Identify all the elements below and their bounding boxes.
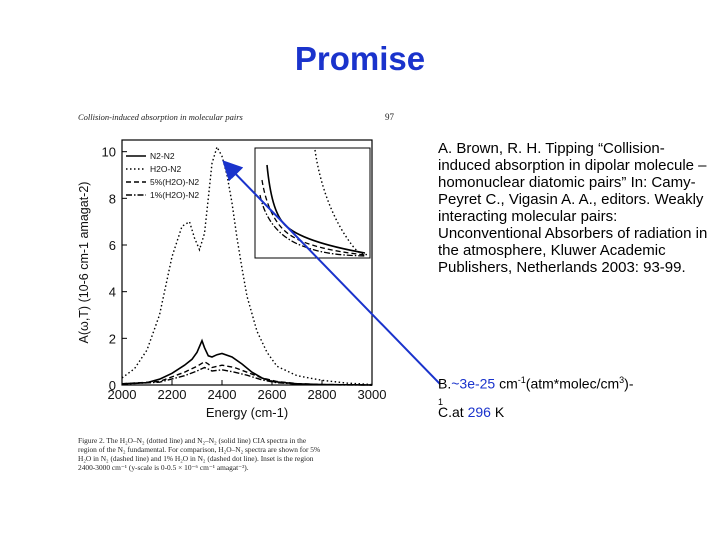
y-tick-label: 6 — [109, 238, 116, 253]
figure-header: Collision-induced absorption in molecula… — [78, 112, 243, 122]
figure-caption: Figure 2. The H₂O–N₂ (dotted line) and N… — [78, 436, 322, 472]
point-b-exp2: 3 — [619, 375, 625, 385]
y-tick-label: 0 — [109, 378, 116, 393]
point-c-unit: K — [490, 404, 505, 420]
point-c-text: at — [452, 404, 468, 420]
legend-n2-n2: N2-N2 — [150, 151, 175, 161]
chart-plot: 2000 2200 2400 2600 2800 3000 0 2 4 6 8 10 Energy (c… — [77, 139, 387, 420]
point-c-prefix: C. — [438, 404, 452, 420]
legend-h2o-n2: H2O-N2 — [150, 164, 181, 174]
point-b-exp1: -1 — [517, 375, 526, 385]
point-b-prefix: B. — [438, 375, 452, 392]
point-b: B.~3e-25 cm-1(atm*molec/cm3)- 1 — [438, 375, 634, 408]
series-line-0 — [121, 338, 373, 386]
y-tick-label: 10 — [102, 145, 116, 160]
series-line-3 — [121, 366, 373, 386]
series-line-2 — [121, 360, 373, 386]
y-tick-label: 8 — [109, 191, 116, 206]
x-tick-label: 3000 — [358, 387, 387, 402]
x-tick-label: 2200 — [158, 387, 187, 402]
reference-citation: A. Brown, R. H. Tipping “Collision-induc… — [438, 140, 708, 276]
point-c: C.at 296 K — [438, 404, 504, 420]
x-axis-label: Energy (cm-1) — [206, 405, 288, 420]
chart-inset — [254, 147, 371, 259]
x-tick-label: 2600 — [258, 387, 287, 402]
legend-1pct-h2o-n2: 1%(H2O)-N2 — [150, 190, 199, 200]
slide-title: Promise — [294, 40, 426, 77]
x-tick-label: 2800 — [308, 387, 337, 402]
x-tick-label: 2000 — [108, 387, 137, 402]
point-b-trail: 1 — [438, 396, 444, 407]
x-tick-label: 2400 — [208, 387, 237, 402]
figure-page-number: 97 — [385, 112, 395, 122]
reference-text: A. Brown, R. H. Tipping “Collision-induc… — [438, 140, 708, 276]
y-tick-label: 4 — [109, 285, 116, 300]
series-line-1 — [121, 145, 373, 386]
point-b-suffix: )- — [624, 375, 634, 392]
point-b-value: ~3e-25 — [451, 375, 496, 392]
figure-scan: Collision-induced absorption in molecula… — [77, 112, 395, 472]
y-tick-label: 2 — [109, 331, 116, 346]
chart-legend: N2-N2 H2O-N2 5%(H2O)-N2 1%(H2O)-N2 — [126, 151, 199, 200]
y-axis-label: A(ω,T) (10-6 cm-1 amagat-2) — [77, 182, 91, 344]
point-c-value: 296 — [467, 404, 491, 420]
point-b-unit2: (atm*molec/cm — [525, 375, 620, 392]
legend-5pct-h2o-n2: 5%(H2O)-N2 — [150, 177, 199, 187]
point-b-unit: cm — [499, 375, 518, 392]
plot-frame — [121, 139, 373, 386]
